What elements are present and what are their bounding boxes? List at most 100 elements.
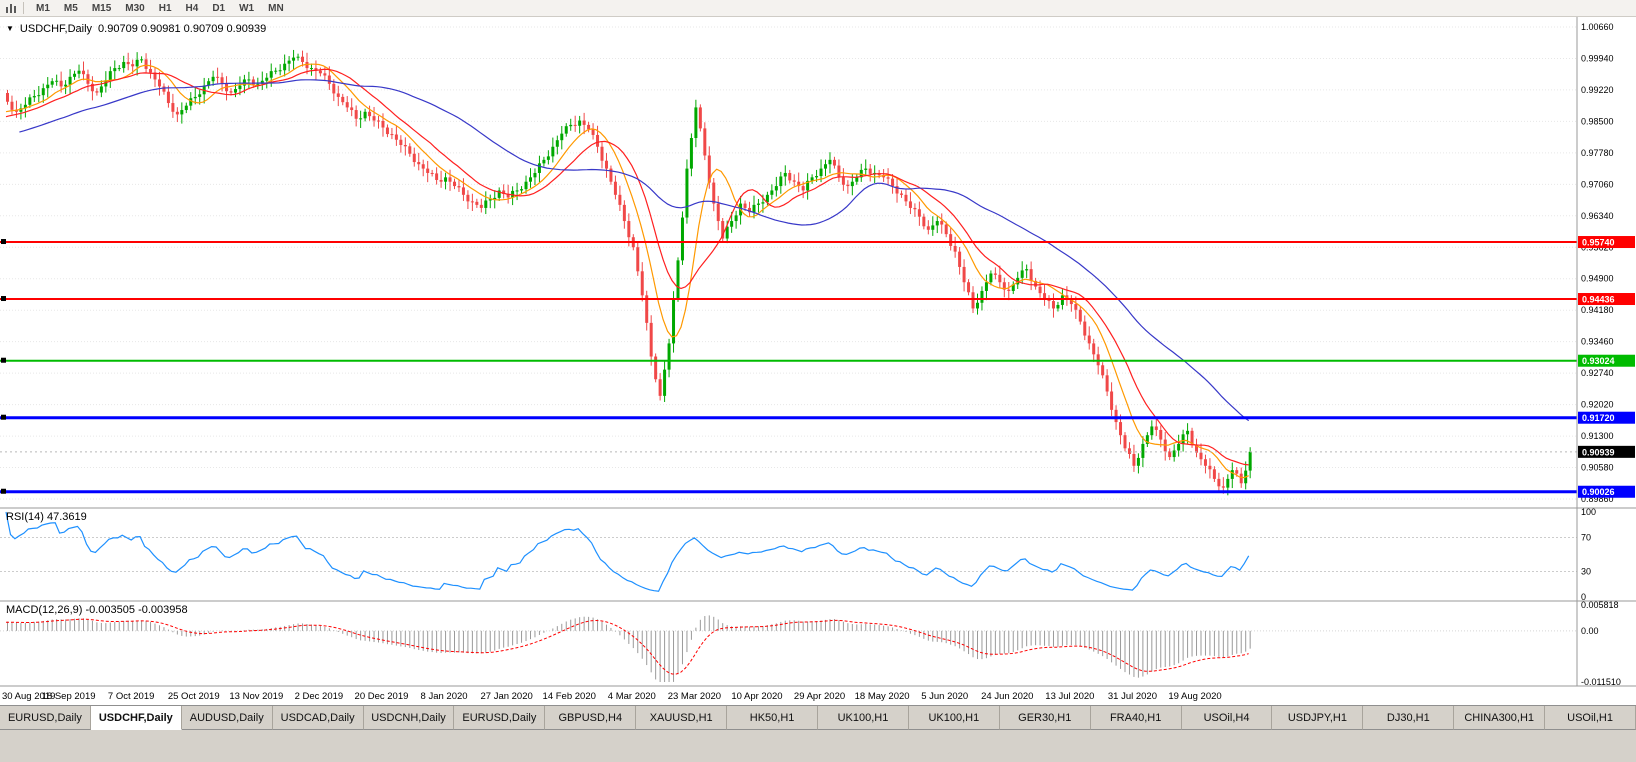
timeframe-m5[interactable]: M5 [63,2,78,14]
timeframe-w1[interactable]: W1 [239,2,255,14]
price-tick-label: 1.00660 [1581,22,1614,32]
chart-tab-eurusd-daily[interactable]: EURUSD,Daily [454,706,546,730]
price-tick-label: 0.92020 [1581,400,1614,410]
chart-tab-hk50-h1[interactable]: HK50,H1 [727,706,819,730]
date-tick-label: 13 Nov 2019 [229,691,283,702]
macd-tick-label: 0.00 [1581,626,1599,636]
date-tick-label: 7 Oct 2019 [108,691,154,702]
ma-mid-red [5,68,1249,466]
date-tick-label: 24 Jun 2020 [981,691,1033,702]
chart-tabbar: EURUSD,Daily USDCHF,Daily AUDUSD,Daily USDC… [0,705,1636,762]
chart-tab-dj30-h1[interactable]: DJ30,H1 [1363,706,1455,730]
hline-price-label-bg [1578,293,1635,306]
macd-label: MACD(12,26,9) -0.003505 -0.003958 [6,604,188,616]
candles [6,49,1252,496]
timeframe-m1[interactable]: M1 [36,2,50,14]
price-tick-label: 0.97780 [1581,148,1614,158]
price-tick-label: 0.97060 [1581,179,1614,189]
line-handle[interactable] [1,414,6,420]
hline-price-label-bg [1578,485,1635,498]
price-tick-label: 0.93460 [1581,337,1614,347]
date-tick-label: 2 Dec 2019 [295,691,344,702]
timeframe-h4[interactable]: H4 [185,2,199,14]
date-tick-label: 18 Sep 2019 [42,691,96,702]
chart-tab-eurusd-daily[interactable]: EURUSD,Daily [0,706,91,730]
chart-tab-usdchf-daily[interactable]: USDCHF,Daily [90,706,182,730]
ohlc-values: 0.90709 0.90981 0.90709 0.90939 [98,23,267,35]
symbol-label: USDCHF,Daily [19,23,93,35]
line-handle[interactable] [1,488,6,494]
price-tick-label: 0.90580 [1581,463,1614,473]
chart-tab-uk100-h1[interactable]: UK100,H1 [818,706,909,730]
hline-price-label: 0.93024 [1582,356,1615,366]
date-tick-label: 18 May 2020 [855,691,910,702]
price-tick-label: 0.98500 [1581,116,1614,126]
hline-price-label: 0.91720 [1582,413,1615,423]
bar-chart-icon[interactable] [4,2,18,14]
chart-area: 1.00660 0.99940 0.99220 0.98500 0.97780 0.970… [0,17,1636,705]
timeframe-m15[interactable]: M15 [91,2,112,14]
chart-tab-fra40-h1[interactable]: FRA40,H1 [1090,706,1182,730]
collapse-triangle-icon[interactable]: ▼ [6,24,14,33]
date-tick-label: 30 Aug 2019 [2,691,55,702]
price-tick-label: 0.99220 [1581,85,1614,95]
ma-fast-orange [5,63,1249,479]
chart-tab-xauusd-h1[interactable]: XAUUSD,H1 [636,706,728,730]
chart-tab-usoil-h4[interactable]: USOil,H4 [1181,706,1273,730]
price-tick-label: 0.94180 [1581,305,1614,315]
rsi-tick-label: 0 [1581,592,1586,602]
chart-tab-ger30-h1[interactable]: GER30,H1 [999,706,1091,730]
price-tick-label: 0.92740 [1581,368,1614,378]
chart-tab-uk100-h1[interactable]: UK100,H1 [908,706,1000,730]
chart-tab-china300-h1[interactable]: CHINA300,H1 [1454,706,1546,730]
line-handle[interactable] [1,357,6,363]
timeframe-d1[interactable]: D1 [212,2,226,14]
price-tick-label: 0.89860 [1581,494,1614,504]
date-tick-label: 31 Jul 2020 [1108,691,1157,702]
date-tick-label: 13 Jul 2020 [1045,691,1094,702]
line-handle[interactable] [1,239,6,245]
timeframe-buttons: M1 M5 M15 M30 H1 H4 D1 W1 MN [29,1,291,16]
date-tick-label: 5 Jun 2020 [921,691,968,702]
price-chart[interactable]: 1.00660 0.99940 0.99220 0.98500 0.97780 0.970… [0,17,1636,705]
line-handle[interactable] [1,296,6,302]
hline-price-label-bg [1578,354,1635,367]
macd-histogram [7,615,1251,682]
rsi-label: RSI(14) 47.3619 [6,511,87,523]
date-tick-label: 19 Aug 2020 [1168,691,1221,702]
chart-tab-gbpusd-h4[interactable]: GBPUSD,H4 [545,706,637,730]
chart-tab-audusd-daily[interactable]: AUDUSD,Daily [181,706,273,730]
ma-slow-blue [19,79,1250,422]
chart-tab-usdcad-daily[interactable]: USDCAD,Daily [272,706,364,730]
date-tick-label: 29 Apr 2020 [794,691,845,702]
chart-tab-usdjpy-h1[interactable]: USDJPY,H1 [1272,706,1364,730]
rsi-tick-label: 100 [1581,507,1596,517]
timeframe-m30[interactable]: M30 [125,2,145,14]
rsi-tick-label: 70 [1581,533,1591,543]
date-tick-label: 23 Mar 2020 [668,691,721,702]
date-tick-label: 8 Jan 2020 [421,691,468,702]
current-price-label-bg [1578,445,1635,458]
chart-tab-usoil-h1[interactable]: USOil,H1 [1545,706,1636,730]
timeframe-mn[interactable]: MN [268,2,284,14]
rsi-tick-label: 30 [1581,567,1591,577]
hline-price-label: 0.90026 [1582,487,1615,497]
rsi-line [5,511,1250,592]
chart-tab-usdcnh-daily[interactable]: USDCNH,Daily [363,706,455,730]
date-tick-label: 4 Mar 2020 [608,691,656,702]
hline-price-label: 0.95740 [1582,238,1615,248]
hline-price-label: 0.94436 [1582,295,1615,305]
toolbar-separator [23,2,24,14]
macd-tick-label: 0.005818 [1581,600,1619,610]
timeframe-h1[interactable]: H1 [158,2,172,14]
date-tick-label: 20 Dec 2019 [355,691,409,702]
timeframe-toolbar: M1 M5 M15 M30 H1 H4 D1 W1 MN [0,0,1636,17]
price-tick-label: 0.96340 [1581,211,1614,221]
current-price-label: 0.90939 [1582,447,1615,457]
chart-title: ▼ USDCHF,Daily 0.90709 0.90981 0.90709 0… [6,23,266,35]
date-tick-label: 27 Jan 2020 [480,691,532,702]
macd-signal-line [6,618,1249,675]
price-tick-label: 0.99940 [1581,53,1614,63]
price-tick-label: 0.91300 [1581,431,1614,441]
